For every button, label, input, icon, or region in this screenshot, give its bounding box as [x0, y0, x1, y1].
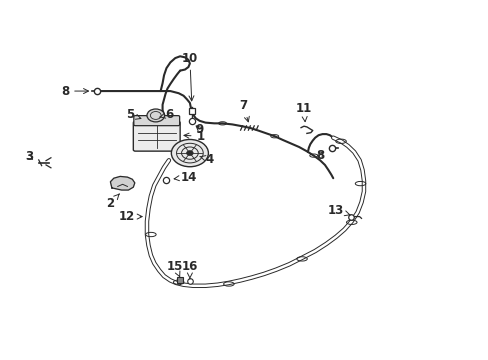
Text: 11: 11 [295, 103, 311, 122]
Text: 5: 5 [125, 108, 141, 121]
Text: 4: 4 [200, 153, 213, 166]
Text: 3: 3 [25, 150, 33, 163]
Text: 9: 9 [195, 122, 203, 136]
Circle shape [147, 109, 164, 122]
Text: 6: 6 [159, 108, 173, 121]
Text: 1: 1 [183, 130, 204, 143]
FancyBboxPatch shape [133, 121, 180, 151]
Polygon shape [110, 176, 135, 190]
Circle shape [171, 139, 208, 167]
Circle shape [186, 150, 193, 156]
Text: 15: 15 [167, 260, 183, 276]
Text: 12: 12 [118, 210, 142, 223]
Text: 13: 13 [327, 204, 349, 217]
Text: 8: 8 [315, 149, 324, 162]
Text: 7: 7 [239, 99, 249, 122]
Text: 8: 8 [61, 85, 88, 98]
Text: 10: 10 [182, 51, 198, 101]
FancyBboxPatch shape [134, 116, 179, 126]
Text: 14: 14 [174, 171, 196, 184]
Text: 16: 16 [182, 260, 198, 279]
Text: 2: 2 [106, 194, 119, 210]
